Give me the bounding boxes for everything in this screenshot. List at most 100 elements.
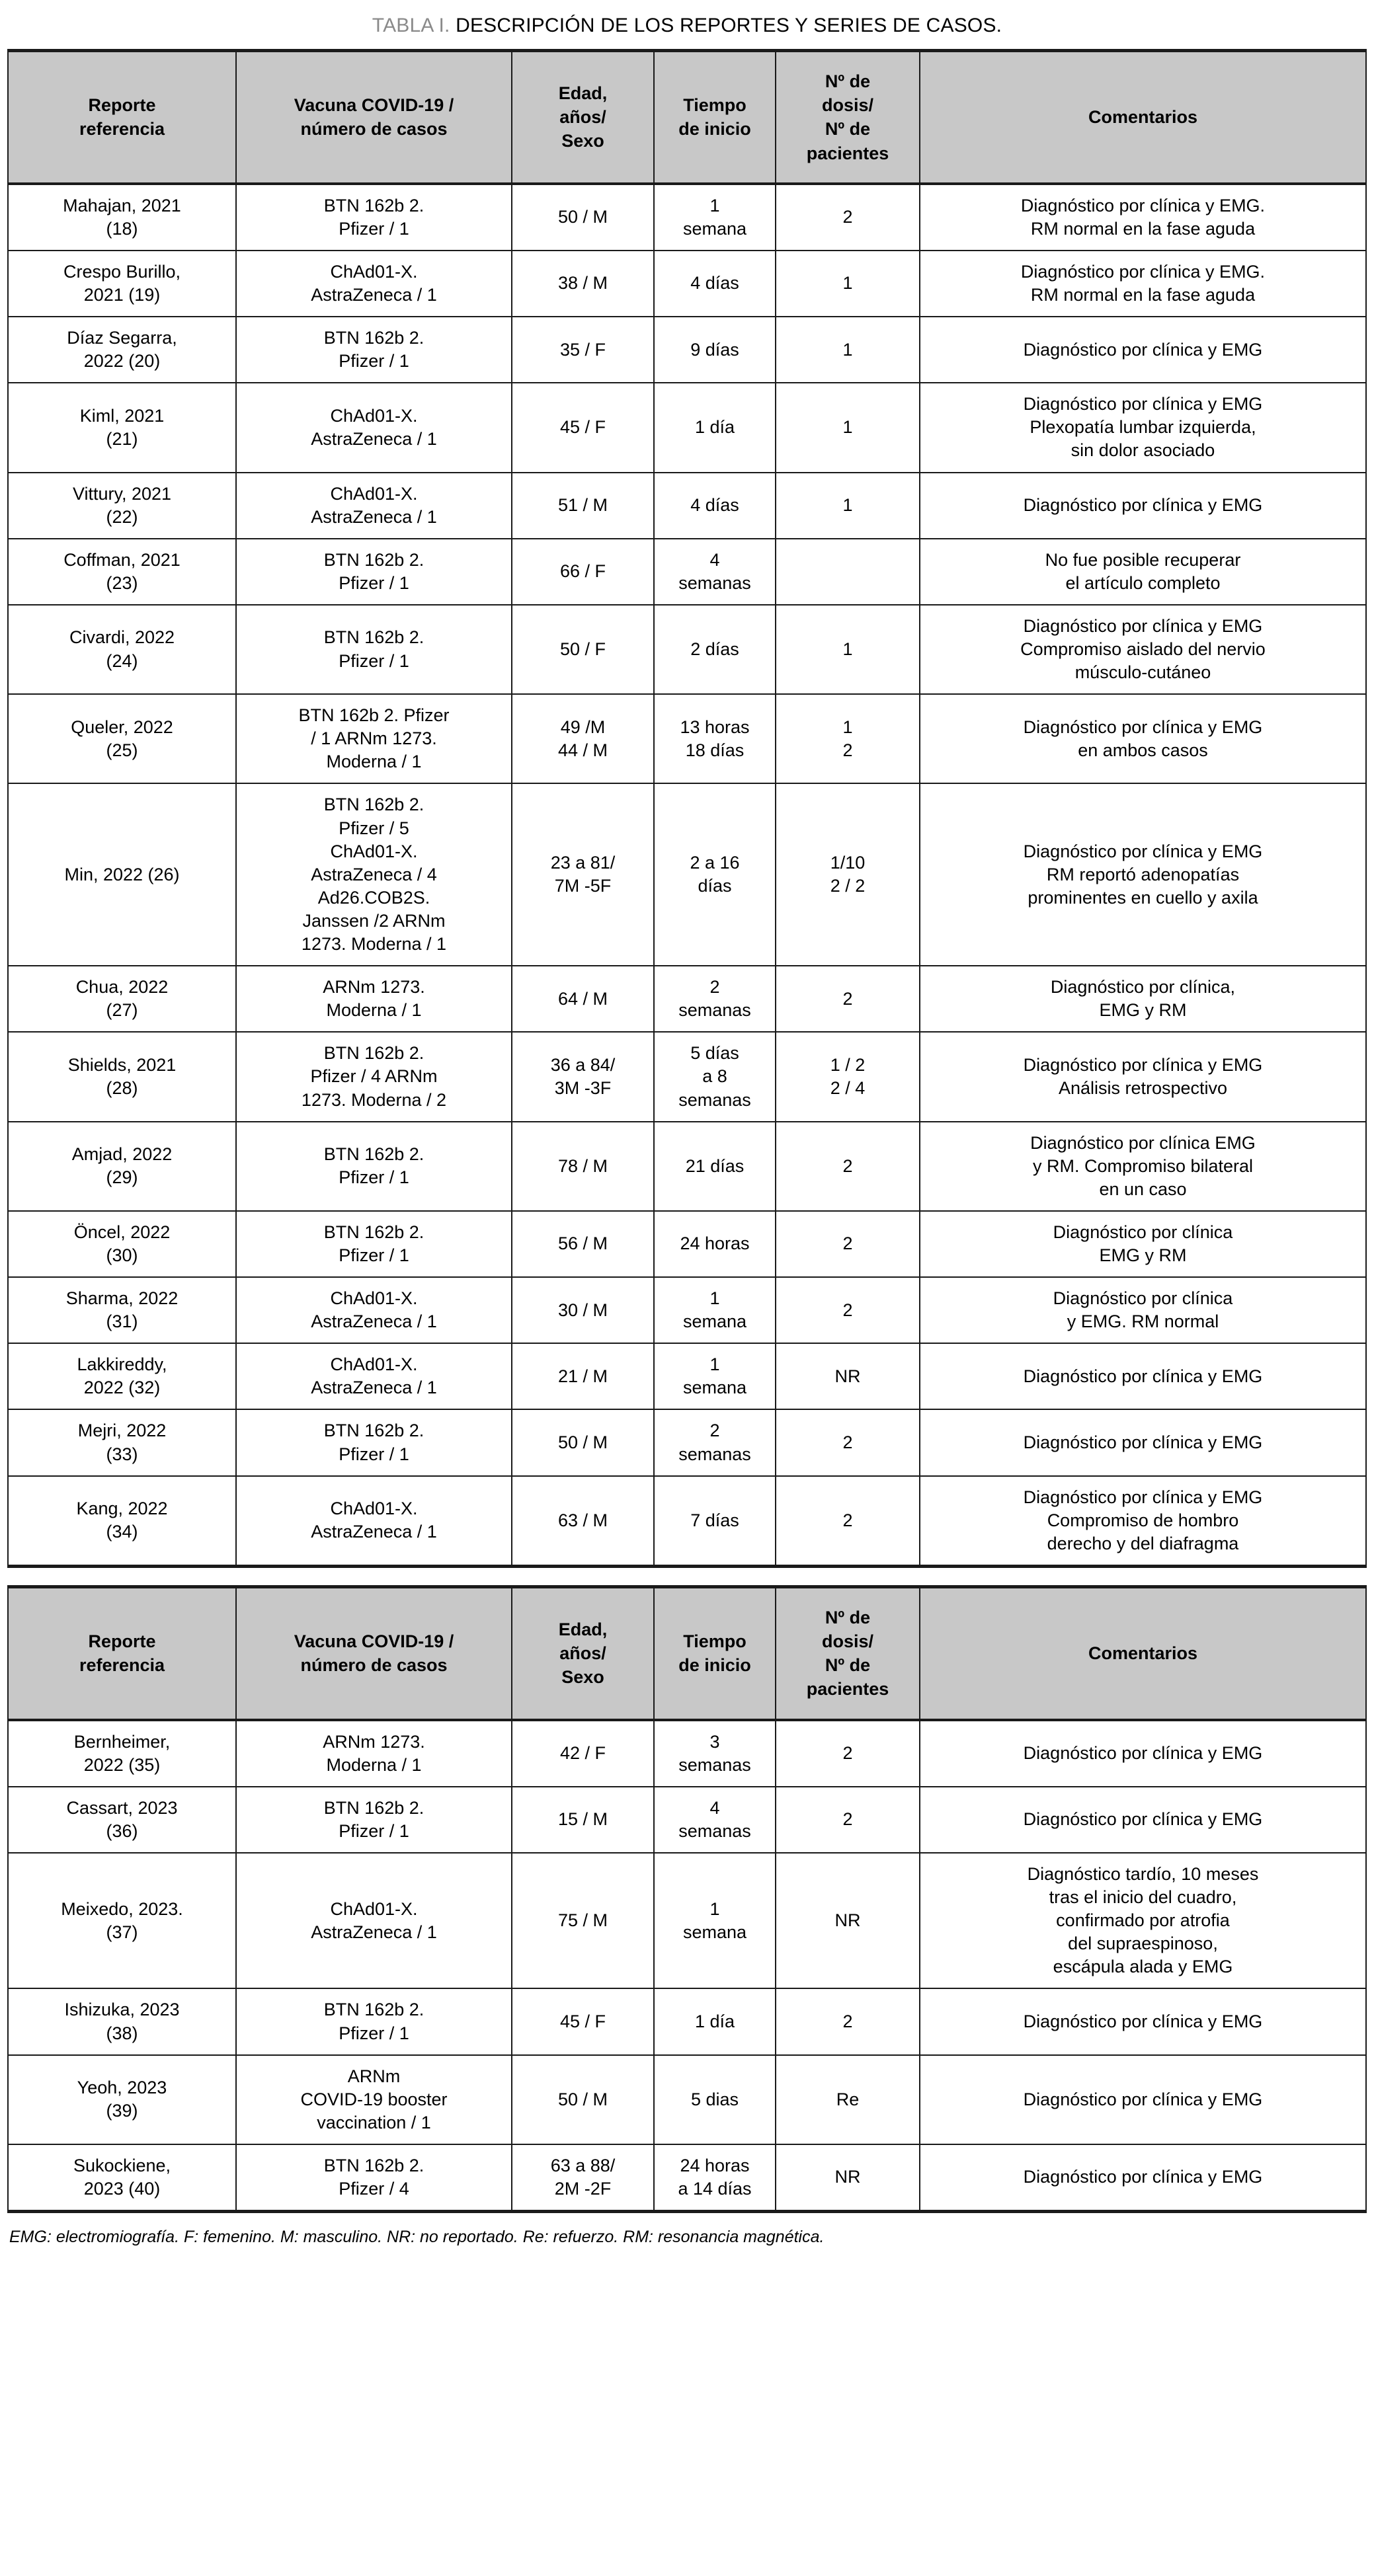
- cell-comentarios: Diagnóstico por clínica y EMG. RM normal …: [919, 182, 1367, 251]
- cell-vacuna-covid19: ChAd01-X. AstraZeneca / 1: [235, 249, 512, 318]
- cell-reporte-referencia: Coffman, 2021 (23): [7, 537, 237, 605]
- cell-reporte-referencia: Sharma, 2022 (31): [7, 1276, 237, 1345]
- cell-tiempo-inicio: 9 días: [653, 316, 776, 384]
- cell-edad-sexo: 66 / F: [511, 537, 655, 605]
- cell-edad-sexo: 38 / M: [511, 249, 655, 318]
- column-header-comentarios: Comentarios: [919, 1584, 1367, 1721]
- table-row: Amjad, 2022 (29) BTN 162b 2. Pfizer / 1 78 /…: [7, 1120, 1367, 1212]
- cell-edad-sexo: 45 / F: [511, 382, 655, 473]
- table-page: TABLA I. DESCRIPCIÓN DE LOS REPORTES Y S…: [0, 0, 1374, 2246]
- cell-tiempo-inicio: 4 días: [653, 471, 776, 539]
- cell-dosis-pacientes: NR: [775, 2143, 920, 2214]
- cell-reporte-referencia: Yeoh, 2023 (39): [7, 2054, 237, 2145]
- cell-comentarios: Diagnóstico por clínica y EMG Compromiso …: [919, 604, 1367, 695]
- table-row: Vittury, 2021 (22) ChAd01-X. AstraZeneca / …: [7, 471, 1367, 539]
- table-row: Bernheimer, 2022 (35) ARNm 1273. Moderna / …: [7, 1718, 1367, 1787]
- cell-dosis-pacientes: 2: [775, 965, 920, 1033]
- cell-tiempo-inicio: 2 días: [653, 604, 776, 695]
- cell-vacuna-covid19: BTN 162b 2. Pfizer / 1: [235, 1409, 512, 1477]
- table-number-label: TABLA I.: [372, 15, 450, 36]
- table-row: Mejri, 2022 (33) BTN 162b 2. Pfizer / 1 50 /…: [7, 1409, 1367, 1477]
- cell-vacuna-covid19: BTN 162b 2. Pfizer / 1: [235, 1988, 512, 2056]
- cell-edad-sexo: 63 a 88/2M -2F: [511, 2143, 655, 2214]
- cell-reporte-referencia: Min, 2022 (26): [7, 783, 237, 967]
- cell-dosis-pacientes: NR: [775, 1852, 920, 1990]
- cell-reporte-referencia: Queler, 2022 (25): [7, 693, 237, 785]
- page-title: TABLA I. DESCRIPCIÓN DE LOS REPORTES Y S…: [0, 0, 1374, 49]
- cell-comentarios: Diagnóstico por clínica y EMG en ambos ca…: [919, 693, 1367, 785]
- cell-edad-sexo: 30 / M: [511, 1276, 655, 1345]
- cell-comentarios: Diagnóstico por clínica, EMG y RM: [919, 965, 1367, 1033]
- cell-dosis-pacientes: 2: [775, 1785, 920, 1854]
- cell-tiempo-inicio: 1 semana: [653, 1343, 776, 1411]
- cell-tiempo-inicio: 1 semana: [653, 1852, 776, 1990]
- cell-reporte-referencia: Mahajan, 2021 (18): [7, 182, 237, 251]
- cell-vacuna-covid19: BTN 162b 2. Pfizer/ 1 ARNm 1273. Moderna …: [235, 693, 512, 785]
- cell-reporte-referencia: Lakkireddy, 2022 (32): [7, 1343, 237, 1411]
- cell-tiempo-inicio: 2 semanas: [653, 1409, 776, 1477]
- cell-vacuna-covid19: ChAd01-X. AstraZeneca / 1: [235, 1475, 512, 1568]
- cell-dosis-pacientes: 2: [775, 1718, 920, 1787]
- cell-vacuna-covid19: ARNm 1273. Moderna / 1: [235, 1718, 512, 1787]
- column-header-dosis-pacientes: Nº de dosis/Nº de pacientes: [775, 48, 920, 185]
- cell-reporte-referencia: Bernheimer, 2022 (35): [7, 1718, 237, 1787]
- cell-comentarios: Diagnóstico por clínica y EMG Compromiso …: [919, 1475, 1367, 1568]
- cell-dosis-pacientes: [775, 537, 920, 605]
- cell-tiempo-inicio: 7 días: [653, 1475, 776, 1568]
- table-row: Mahajan, 2021 (18) BTN 162b 2. Pfizer / 1 50…: [7, 182, 1367, 251]
- cell-vacuna-covid19: BTN 162b 2. Pfizer / 1: [235, 537, 512, 605]
- cell-vacuna-covid19: BTN 162b 2. Pfizer / 1: [235, 604, 512, 695]
- table-body-1: Mahajan, 2021 (18) BTN 162b 2. Pfizer / 1 50…: [7, 182, 1367, 1568]
- column-header-edad-sexo: Edad, años/Sexo: [511, 1584, 655, 1721]
- cell-edad-sexo: 56 / M: [511, 1210, 655, 1278]
- cell-comentarios: Diagnóstico por clínica y EMG: [919, 471, 1367, 539]
- cell-comentarios: Diagnóstico por clínica y EMG. RM normal: [919, 1276, 1367, 1345]
- table-title-text: DESCRIPCIÓN DE LOS REPORTES Y SERIES DE …: [450, 15, 1002, 36]
- table-row: Min, 2022 (26) BTN 162b 2. Pfizer / 5 ChAd0…: [7, 783, 1367, 967]
- table-row: Sharma, 2022 (31) ChAd01-X. AstraZeneca / 1…: [7, 1276, 1367, 1345]
- table-row: Crespo Burillo, 2021 (19) ChAd01-X. AstraZe…: [7, 249, 1367, 318]
- table-row: Chua, 2022 (27) ARNm 1273. Moderna / 1 64 / …: [7, 965, 1367, 1033]
- cell-comentarios: Diagnóstico por clínica y EMG: [919, 1343, 1367, 1411]
- column-header-vacuna-covid19: Vacuna COVID-19 /número de casos: [235, 1584, 512, 1721]
- column-header-tiempo-inicio: Tiempo de inicio: [653, 1584, 776, 1721]
- cell-comentarios: Diagnóstico por clínica y EMG. RM normal …: [919, 249, 1367, 318]
- cell-vacuna-covid19: ChAd01-X. AstraZeneca / 1: [235, 471, 512, 539]
- cell-dosis-pacientes: 2: [775, 1120, 920, 1212]
- cell-reporte-referencia: Kang, 2022 (34): [7, 1475, 237, 1568]
- table-row: Yeoh, 2023 (39) ARNm COVID-19 booster vaccin…: [7, 2054, 1367, 2145]
- cell-vacuna-covid19: ChAd01-X. AstraZeneca / 1: [235, 1852, 512, 1990]
- cell-comentarios: Diagnóstico por clínica y EMG: [919, 1988, 1367, 2056]
- cell-edad-sexo: 23 a 81/7M -5F: [511, 783, 655, 967]
- table-row: Coffman, 2021 (23) BTN 162b 2. Pfizer / 1 66…: [7, 537, 1367, 605]
- cell-vacuna-covid19: BTN 162b 2. Pfizer / 1: [235, 1785, 512, 1854]
- table-row: Sukockiene, 2023 (40) BTN 162b 2. Pfizer / …: [7, 2143, 1367, 2214]
- table-body-2: Bernheimer, 2022 (35) ARNm 1273. Moderna / …: [7, 1718, 1367, 2214]
- cell-edad-sexo: 50 / F: [511, 604, 655, 695]
- cell-comentarios: Diagnóstico por clínica y EMG: [919, 1409, 1367, 1477]
- cell-comentarios: Diagnóstico por clínica y EMG: [919, 2143, 1367, 2214]
- cell-edad-sexo: 50 / M: [511, 2054, 655, 2145]
- column-header-reporte-referencia: Reporte referencia: [7, 48, 237, 185]
- cell-edad-sexo: 63 / M: [511, 1475, 655, 1568]
- cell-dosis-pacientes: 2: [775, 1988, 920, 2056]
- cell-vacuna-covid19: BTN 162b 2. Pfizer / 4 ARNm 1273. Moderna …: [235, 1031, 512, 1122]
- cell-dosis-pacientes: 2: [775, 1210, 920, 1278]
- cell-vacuna-covid19: ARNm COVID-19 booster vaccination / 1: [235, 2054, 512, 2145]
- cell-tiempo-inicio: 1 día: [653, 1988, 776, 2056]
- cell-vacuna-covid19: ARNm 1273. Moderna / 1: [235, 965, 512, 1033]
- table-row: Díaz Segarra, 2022 (20) BTN 162b 2. Pfizer …: [7, 316, 1367, 384]
- cell-dosis-pacientes: 1: [775, 249, 920, 318]
- cell-tiempo-inicio: 24 horas a 14 días: [653, 2143, 776, 2214]
- cell-edad-sexo: 64 / M: [511, 965, 655, 1033]
- cell-dosis-pacientes: 1: [775, 604, 920, 695]
- cell-tiempo-inicio: 24 horas: [653, 1210, 776, 1278]
- cell-edad-sexo: 42 / F: [511, 1718, 655, 1787]
- cell-dosis-pacientes: NR: [775, 1343, 920, 1411]
- table-row: Lakkireddy, 2022 (32) ChAd01-X. AstraZeneca…: [7, 1343, 1367, 1411]
- cell-reporte-referencia: Sukockiene, 2023 (40): [7, 2143, 237, 2214]
- cell-vacuna-covid19: ChAd01-X. AstraZeneca / 1: [235, 1343, 512, 1411]
